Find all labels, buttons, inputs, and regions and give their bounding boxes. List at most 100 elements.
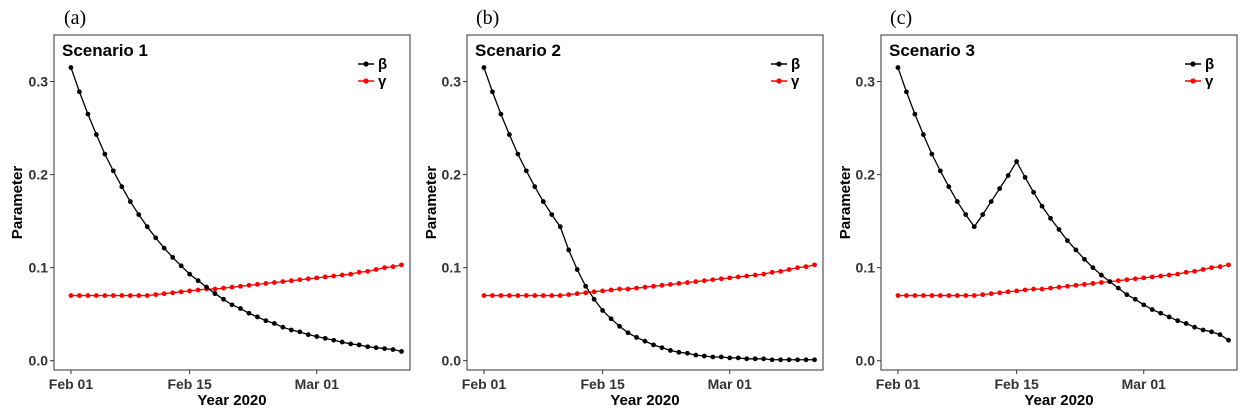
data-point-beta bbox=[988, 199, 994, 204]
data-point-beta bbox=[971, 224, 977, 230]
data-point-gamma bbox=[382, 265, 387, 271]
data-point-gamma bbox=[693, 279, 699, 284]
data-point-gamma bbox=[305, 276, 311, 282]
legend-label: β bbox=[791, 56, 800, 73]
panel-b-letter: (b) bbox=[476, 7, 499, 29]
data-point-gamma bbox=[238, 283, 243, 289]
data-point-beta bbox=[1149, 307, 1155, 312]
data-point-beta bbox=[997, 186, 1003, 191]
data-point-beta bbox=[617, 323, 622, 329]
data-point-gamma bbox=[532, 293, 538, 298]
data-point-beta bbox=[651, 342, 656, 348]
series-line-beta bbox=[70, 67, 402, 353]
data-point-gamma bbox=[625, 286, 631, 292]
x-tick-label: Mar 01 bbox=[1122, 376, 1167, 392]
data-point-beta bbox=[532, 184, 538, 190]
data-point-beta bbox=[1022, 174, 1028, 180]
data-point-gamma bbox=[1090, 281, 1096, 286]
panel-c: (c) Scenario 3 0.0 0.1 0.2 0.3 Feb 01 Feb 15 Ma… bbox=[837, 7, 1238, 409]
chart-c: Scenario 3 0.0 0.1 0.2 0.3 Feb 01 Feb 15 Mar 01… bbox=[837, 34, 1238, 409]
data-point-gamma bbox=[946, 293, 952, 298]
data-point-gamma bbox=[912, 293, 918, 298]
data-point-beta bbox=[85, 111, 91, 117]
plot-frame bbox=[880, 34, 1238, 371]
data-point-beta bbox=[490, 89, 495, 95]
data-point-gamma bbox=[566, 292, 572, 298]
y-tick-label: 0.0 bbox=[856, 353, 876, 369]
data-point-gamma bbox=[1175, 271, 1181, 277]
data-point-beta bbox=[625, 330, 631, 336]
data-point-beta bbox=[161, 245, 167, 251]
y-tick-label: 0.0 bbox=[29, 353, 49, 369]
x-tick-label: Feb 01 bbox=[49, 376, 94, 392]
data-point-gamma bbox=[144, 293, 150, 298]
data-point-beta bbox=[761, 356, 767, 362]
data-point-gamma bbox=[1039, 286, 1045, 292]
data-point-gamma bbox=[1065, 283, 1070, 289]
data-point-beta bbox=[204, 284, 209, 290]
data-point-gamma bbox=[668, 281, 673, 287]
scenario-title: Scenario 1 bbox=[62, 41, 148, 60]
data-point-gamma bbox=[187, 288, 193, 294]
panel-a: (a) Scenario 1 0.0 0.1 0.2 0.3 Feb 01 Feb 15 Ma… bbox=[9, 7, 411, 409]
data-point-gamma bbox=[212, 286, 218, 292]
data-point-beta bbox=[212, 291, 218, 297]
data-point-gamma bbox=[365, 268, 371, 274]
data-point-gamma bbox=[651, 283, 656, 289]
data-point-beta bbox=[102, 151, 108, 157]
legend-key-point bbox=[1190, 78, 1196, 84]
data-point-gamma bbox=[600, 288, 606, 294]
data-point-gamma bbox=[498, 293, 504, 298]
data-point-beta bbox=[1039, 203, 1045, 209]
data-point-beta bbox=[339, 339, 345, 345]
data-point-gamma bbox=[744, 273, 750, 279]
y-tick-label: 0.3 bbox=[856, 74, 876, 90]
data-point-beta bbox=[1082, 256, 1087, 262]
y-axis-title: Parameter bbox=[837, 166, 854, 240]
legend-key-point bbox=[1190, 61, 1196, 67]
data-point-beta bbox=[263, 318, 269, 324]
chart-a: Scenario 1 0.0 0.1 0.2 0.3 Feb 01 Feb 15 Mar 01… bbox=[9, 34, 411, 409]
data-point-gamma bbox=[701, 278, 707, 284]
data-point-gamma bbox=[153, 292, 159, 298]
data-point-gamma bbox=[795, 265, 800, 271]
data-point-gamma bbox=[178, 289, 184, 295]
x-tick-label: Feb 15 bbox=[167, 376, 212, 392]
data-point-gamma bbox=[963, 293, 969, 298]
data-point-beta bbox=[93, 132, 99, 137]
y-axis-title: Parameter bbox=[423, 166, 440, 240]
data-point-gamma bbox=[752, 272, 758, 278]
data-point-beta bbox=[608, 316, 614, 322]
data-point-gamma bbox=[1056, 284, 1062, 290]
data-point-gamma bbox=[399, 262, 404, 268]
data-point-beta bbox=[297, 329, 303, 335]
data-point-beta bbox=[937, 168, 943, 174]
data-point-gamma bbox=[540, 293, 546, 298]
data-point-beta bbox=[583, 283, 589, 289]
data-point-beta bbox=[1115, 285, 1121, 291]
data-point-gamma bbox=[676, 281, 682, 286]
data-point-gamma bbox=[314, 275, 320, 281]
y-tick-label: 0.2 bbox=[442, 167, 462, 183]
data-point-gamma bbox=[1141, 275, 1147, 281]
data-point-beta bbox=[1183, 321, 1189, 326]
data-point-gamma bbox=[812, 262, 817, 268]
data-point-gamma bbox=[221, 285, 226, 291]
data-point-beta bbox=[255, 314, 260, 320]
data-point-gamma bbox=[710, 277, 716, 283]
data-point-beta bbox=[523, 168, 529, 174]
data-point-gamma bbox=[997, 290, 1003, 296]
data-point-beta bbox=[727, 355, 733, 361]
data-point-beta bbox=[1124, 292, 1130, 298]
data-point-beta bbox=[153, 235, 159, 241]
data-point-gamma bbox=[803, 264, 809, 270]
data-point-gamma bbox=[481, 293, 487, 298]
data-point-beta bbox=[752, 356, 758, 362]
series-line-gamma bbox=[70, 264, 402, 297]
data-point-beta bbox=[946, 184, 952, 190]
data-point-beta bbox=[1065, 238, 1070, 244]
data-point-beta bbox=[1005, 173, 1011, 178]
data-point-gamma bbox=[1014, 288, 1020, 294]
data-point-gamma bbox=[280, 279, 286, 284]
data-point-gamma bbox=[373, 267, 379, 272]
